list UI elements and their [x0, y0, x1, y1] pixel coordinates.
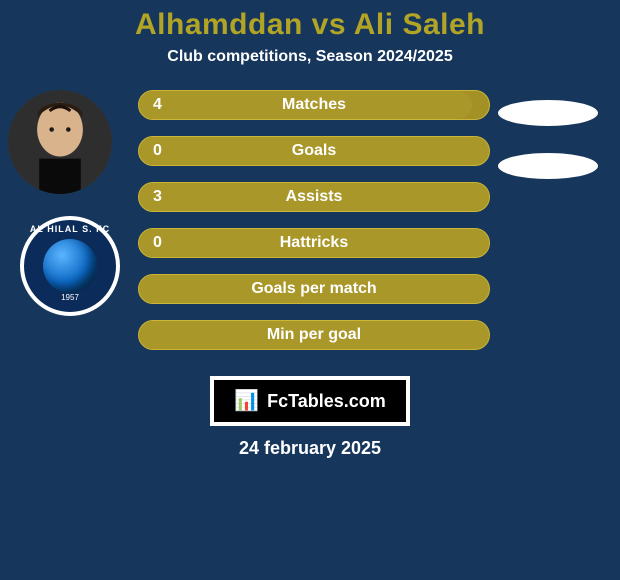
club-name-text: AL HILAL S. FC: [24, 224, 116, 234]
stat-label: Assists: [139, 188, 489, 206]
stat-row: Min per goal: [138, 320, 490, 350]
stat-label: Matches: [139, 96, 489, 114]
football-icon: [43, 239, 97, 293]
stat-label: Goals per match: [139, 280, 489, 298]
stat-label: Hattricks: [139, 234, 489, 252]
page-title: Alhamddan vs Ali Saleh: [0, 0, 620, 42]
date-text: 24 february 2025: [0, 438, 620, 459]
attribution-text: FcTables.com: [267, 391, 386, 412]
stat-row: 4Matches: [138, 90, 490, 120]
club-year-text: 1957: [24, 293, 116, 302]
stat-bars: 4Matches 0Goals 3Assists 0Hattricks Goals pe…: [138, 90, 490, 366]
club-badge: AL HILAL S. FC 1957: [20, 216, 120, 316]
stat-row: 3Assists: [138, 182, 490, 212]
stat-label: Goals: [139, 142, 489, 160]
player-avatar: [8, 90, 112, 194]
stat-label: Min per goal: [139, 326, 489, 344]
stat-row: Goals per match: [138, 274, 490, 304]
stat-row: 0Goals: [138, 136, 490, 166]
attribution-box: 📊 FcTables.com: [210, 376, 410, 426]
page-subtitle: Club competitions, Season 2024/2025: [0, 48, 620, 66]
oval-marker: [498, 153, 598, 179]
comparison-infographic: Alhamddan vs Ali Saleh Club competitions…: [0, 0, 620, 580]
oval-marker: [498, 100, 598, 126]
stat-row: 0Hattricks: [138, 228, 490, 258]
fctables-logo-icon: 📊: [234, 391, 259, 411]
